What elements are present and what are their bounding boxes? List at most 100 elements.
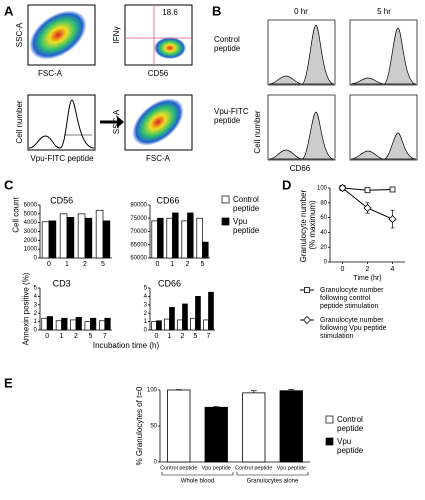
group-label: Whole blood <box>181 479 214 485</box>
y-tick-label: 80000 <box>130 203 147 209</box>
error-bar <box>288 389 295 391</box>
axis-label: SSC-A <box>15 22 24 47</box>
y-tick-label: 4 <box>34 294 38 300</box>
y-tick-label: 65000 <box>130 242 147 248</box>
bar <box>151 321 157 331</box>
x-tick-label: 5 <box>194 333 198 340</box>
y-tick-label: 20 <box>320 245 327 251</box>
bar <box>204 406 228 463</box>
panel-label: A <box>4 3 14 18</box>
legend-label: Control peptide <box>233 195 261 213</box>
bar <box>208 291 214 331</box>
axis-label: CD56 <box>148 69 169 78</box>
chart-title: CD66 <box>156 195 179 205</box>
group-bracket <box>236 472 309 476</box>
chart-title: CD3 <box>53 278 71 288</box>
bar <box>151 220 158 259</box>
bar <box>41 317 48 331</box>
x-tick-label: 2 <box>74 333 78 340</box>
axis-label: IFNγ <box>112 27 121 44</box>
y-tick-label: 5000 <box>24 211 38 217</box>
bar <box>202 241 209 259</box>
bar <box>203 319 209 331</box>
x-tick-label: 2 <box>83 261 87 268</box>
y-tick-label: 60000 <box>130 256 147 262</box>
y-tick-label: 80 <box>320 200 327 206</box>
legend-swatch <box>325 415 334 424</box>
bar <box>41 221 50 259</box>
marker <box>388 215 397 224</box>
bar <box>66 217 75 259</box>
bar <box>182 303 188 331</box>
y-tick-label: 1000 <box>24 247 38 253</box>
bar <box>59 213 68 259</box>
x-tick-label: 5 <box>88 333 92 340</box>
bar <box>77 213 86 259</box>
marker <box>364 187 371 194</box>
y-tick-label: 2 <box>144 311 148 317</box>
marker <box>389 186 396 193</box>
x-axis-label: Time (hr) <box>353 275 381 282</box>
error-bar <box>250 390 257 393</box>
y-axis-label: Granulocyte number (% maximum) <box>299 188 317 263</box>
x-tick-label: Vpu peptide <box>202 465 231 471</box>
panel-label: C <box>4 177 14 192</box>
bar <box>279 390 303 463</box>
legend-swatch <box>325 437 334 446</box>
row-label: Control peptide <box>214 35 242 53</box>
y-tick-label: 2 <box>34 311 38 317</box>
y-tick-label: 3000 <box>24 229 38 235</box>
axis-label: FSC-A <box>146 154 171 163</box>
group-bracket <box>161 472 234 476</box>
bar <box>70 319 77 331</box>
y-tick-label: 0 <box>34 256 38 262</box>
x-tick-label: 0 <box>156 261 160 268</box>
bar <box>102 220 111 259</box>
y-tick-label: 1 <box>144 319 148 325</box>
legend-label: Granulocyte number following control pep… <box>320 287 385 310</box>
x-tick-label: Vpu peptide <box>277 465 306 471</box>
x-tick-label: 7 <box>207 333 211 340</box>
x-tick-label: 7 <box>103 333 107 340</box>
bar <box>55 320 62 331</box>
column-label: 0 hr <box>294 7 308 16</box>
x-tick-label: 1 <box>60 333 64 340</box>
panel-label: E <box>4 375 13 390</box>
bar <box>46 316 54 331</box>
y-tick-label: 6000 <box>24 203 38 209</box>
y-tick-label: 2000 <box>24 238 38 244</box>
y-tick-label: 5 <box>34 286 38 292</box>
y-tick-label: 0 <box>144 328 148 334</box>
bar <box>90 317 97 331</box>
y-tick-label: 5 <box>144 286 148 292</box>
y-tick-label: 3 <box>34 302 38 308</box>
bar <box>95 209 104 259</box>
chart-title: CD66 <box>158 278 181 288</box>
x-tick-label: 0 <box>341 266 345 273</box>
bar <box>177 319 183 331</box>
bar <box>242 392 266 463</box>
y-axis-label: Cell count <box>12 196 21 232</box>
x-tick-label: Control peptide <box>160 465 197 471</box>
flow-plot <box>27 4 193 151</box>
legend-marker <box>302 315 312 325</box>
y-tick-label: 4000 <box>24 220 38 226</box>
legend-marker <box>304 287 310 293</box>
y-tick-label: 70000 <box>130 229 147 235</box>
legend-label: Control peptide <box>337 415 365 433</box>
bar <box>190 317 196 331</box>
axis-label: SSC-A <box>112 109 121 134</box>
y-tick-label: 0 <box>324 260 328 266</box>
legend-label: Vpu peptide <box>233 217 260 235</box>
row-label: Vpu-FITC peptide <box>214 107 251 125</box>
y-tick-label: 50 <box>150 424 157 430</box>
group-label: Granulocytes alone <box>247 479 299 485</box>
bar <box>181 220 188 259</box>
bar <box>172 212 179 259</box>
x-tick-label: 4 <box>391 266 395 273</box>
error-bar <box>213 406 220 408</box>
y-axis-label: Annexin positive (%) <box>22 272 31 345</box>
bar <box>169 306 175 331</box>
chart-title: CD56 <box>50 195 73 205</box>
